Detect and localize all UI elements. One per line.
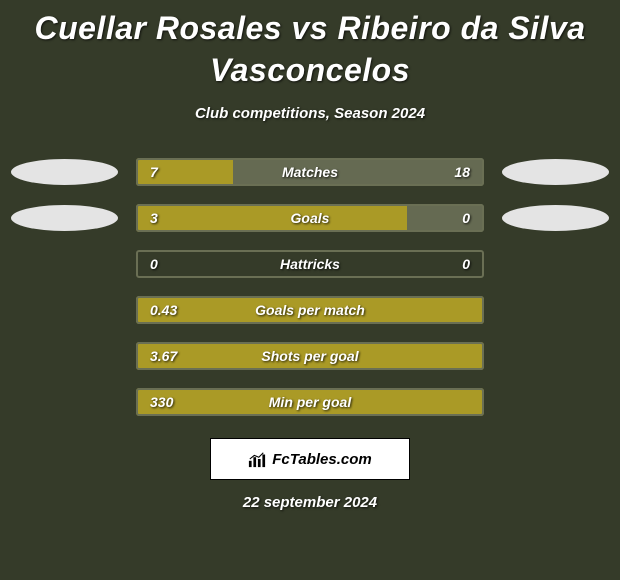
- page-title: Cuellar Rosales vs Ribeiro da Silva Vasc…: [30, 8, 590, 91]
- stat-row: 330Min per goal: [10, 388, 610, 416]
- stat-bar: 00Hattricks: [136, 250, 484, 278]
- stat-row: 00Hattricks: [10, 250, 610, 278]
- stats-area: 718Matches 30Goals 00Hattricks 0.43Goals pe…: [0, 158, 620, 416]
- page-subtitle: Club competitions, Season 2024: [195, 105, 425, 122]
- oval-spacer: [502, 297, 609, 323]
- stat-label: Shots per goal: [136, 342, 484, 370]
- stat-bar: 330Min per goal: [136, 388, 484, 416]
- oval-spacer: [11, 251, 118, 277]
- stat-row: 0.43Goals per match: [10, 296, 610, 324]
- footer-date: 22 september 2024: [243, 494, 377, 511]
- player-left-oval: [11, 205, 118, 231]
- oval-spacer: [11, 343, 118, 369]
- player-left-oval: [11, 159, 118, 185]
- footer-logo[interactable]: FcTables.com: [210, 438, 410, 480]
- stat-label: Goals per match: [136, 296, 484, 324]
- stat-label: Min per goal: [136, 388, 484, 416]
- stat-label: Matches: [136, 158, 484, 186]
- stat-label: Goals: [136, 204, 484, 232]
- comparison-card: Cuellar Rosales vs Ribeiro da Silva Vasc…: [0, 0, 620, 580]
- stat-bar: 718Matches: [136, 158, 484, 186]
- stat-bar: 0.43Goals per match: [136, 296, 484, 324]
- oval-spacer: [502, 343, 609, 369]
- stat-row: 3.67Shots per goal: [10, 342, 610, 370]
- chart-icon: [248, 450, 266, 468]
- stat-row: 30Goals: [10, 204, 610, 232]
- stat-bar: 30Goals: [136, 204, 484, 232]
- stat-bar: 3.67Shots per goal: [136, 342, 484, 370]
- player-right-oval: [502, 205, 609, 231]
- oval-spacer: [502, 251, 609, 277]
- oval-spacer: [11, 297, 118, 323]
- stat-row: 718Matches: [10, 158, 610, 186]
- stat-label: Hattricks: [136, 250, 484, 278]
- footer-logo-text: FcTables.com: [272, 451, 371, 468]
- oval-spacer: [11, 389, 118, 415]
- player-right-oval: [502, 159, 609, 185]
- oval-spacer: [502, 389, 609, 415]
